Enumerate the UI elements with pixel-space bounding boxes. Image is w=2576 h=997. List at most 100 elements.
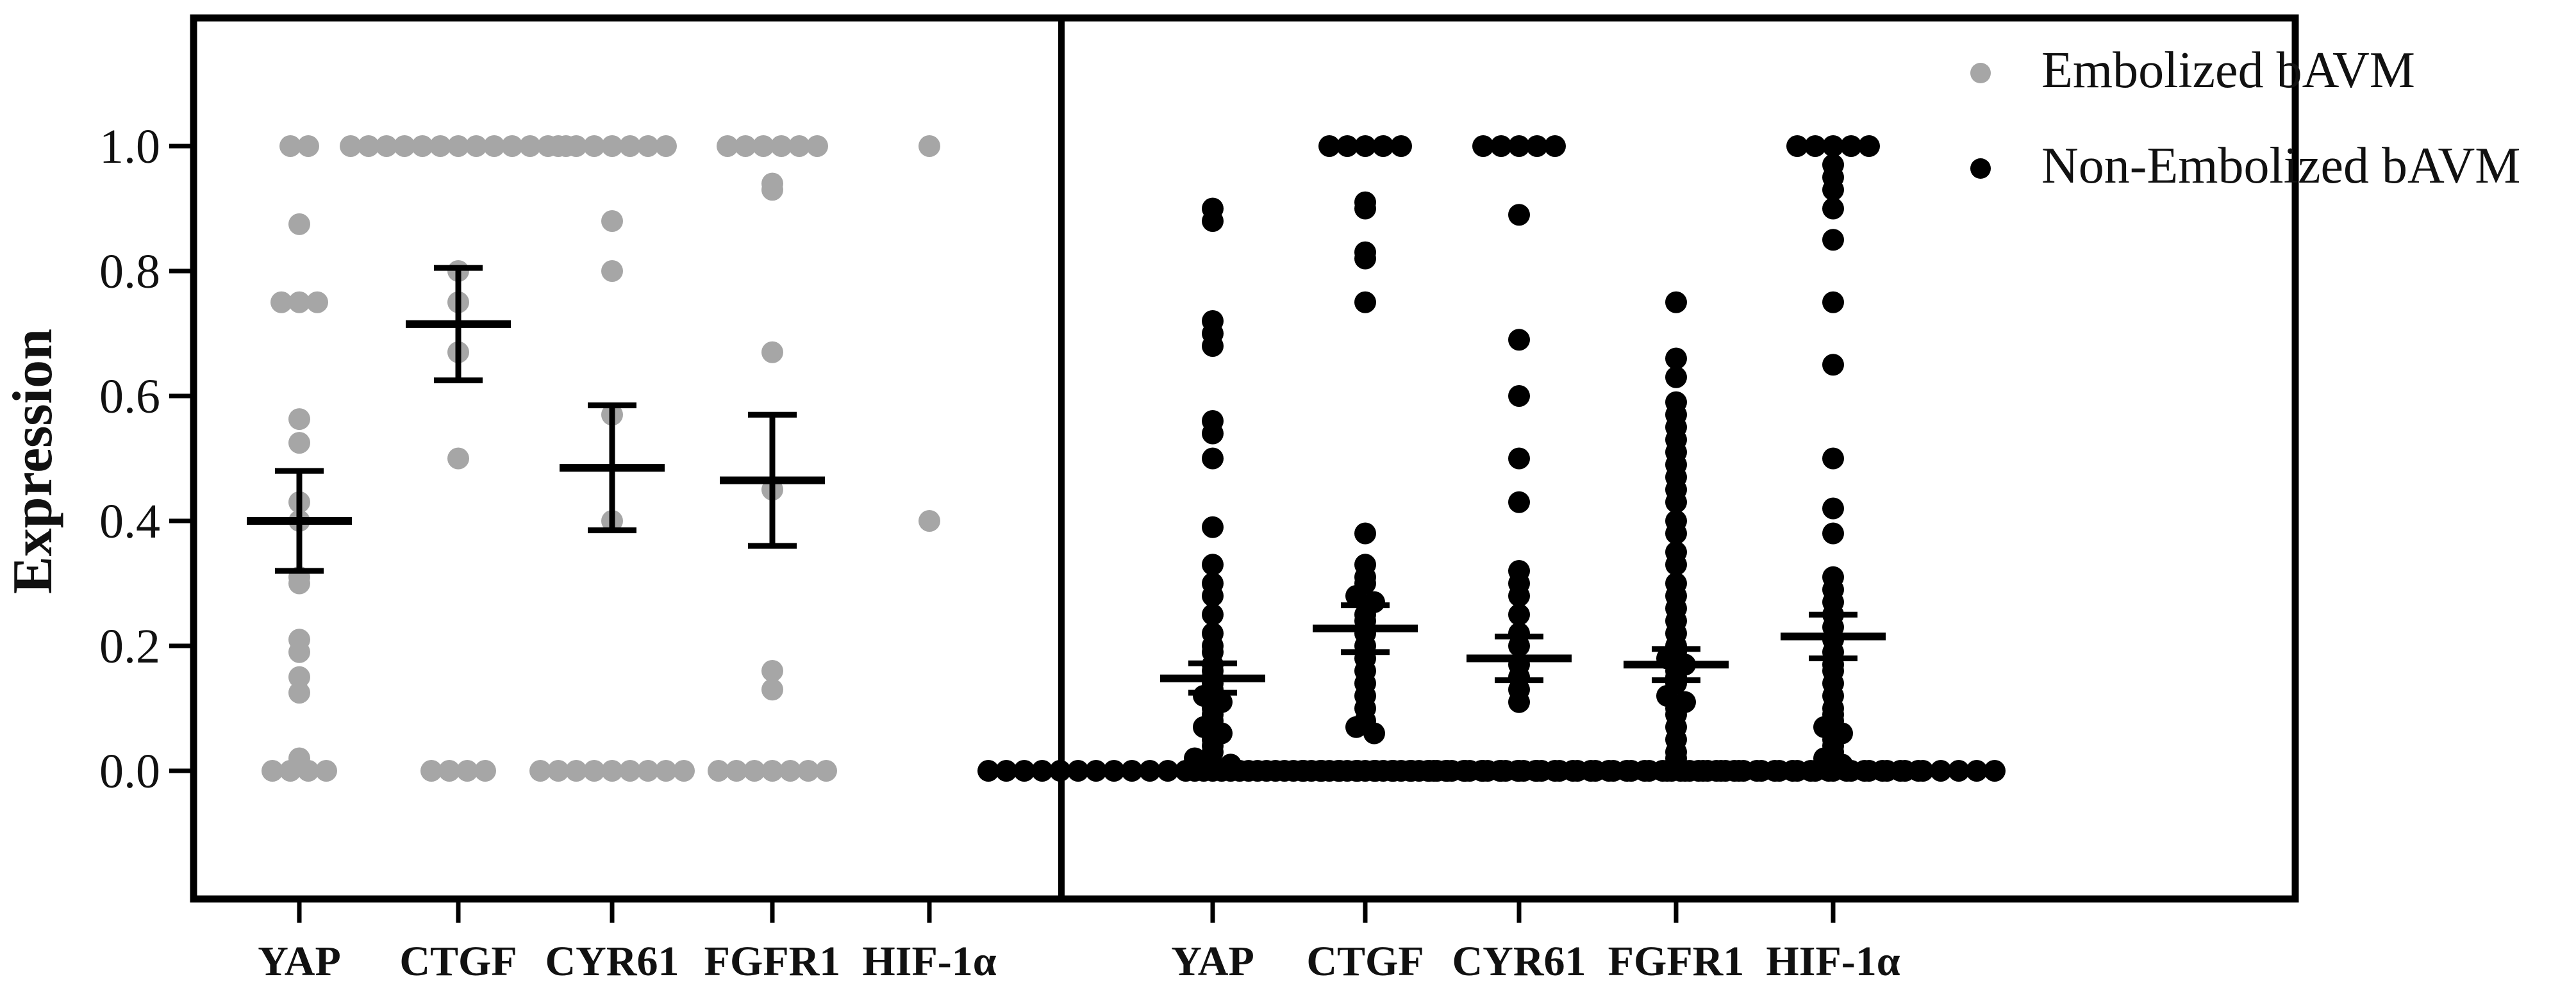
data-point-embolized xyxy=(717,135,738,157)
data-point-embolized xyxy=(358,135,379,157)
data-point-embolized xyxy=(297,135,319,157)
x-tick-label: HIF-1α xyxy=(862,938,996,985)
data-point-non-embolized xyxy=(1566,760,1588,782)
data-point-embolized xyxy=(447,447,469,470)
x-tick-label: FGFR1 xyxy=(704,938,841,985)
data-point-embolized xyxy=(744,760,765,782)
data-point-non-embolized xyxy=(1768,760,1790,782)
data-point-non-embolized xyxy=(1354,135,1376,157)
data-point-non-embolized xyxy=(1441,760,1463,782)
data-point-embolized xyxy=(761,341,783,363)
data-point-embolized xyxy=(565,135,587,157)
x-tick-label: CYR61 xyxy=(1452,938,1586,985)
data-point-embolized xyxy=(918,510,940,532)
data-point-embolized xyxy=(501,135,523,157)
data-point-non-embolized xyxy=(1202,554,1224,576)
data-point-embolized xyxy=(288,641,310,663)
data-point-embolized xyxy=(752,135,774,157)
data-point-non-embolized xyxy=(977,760,999,782)
data-point-non-embolized xyxy=(1549,760,1570,782)
data-point-non-embolized xyxy=(1912,760,1934,782)
data-point-non-embolized xyxy=(1513,760,1534,782)
data-point-non-embolized xyxy=(1318,135,1340,157)
x-tick-label: YAP xyxy=(1171,938,1254,985)
x-tick-label: YAP xyxy=(258,938,341,985)
data-point-non-embolized xyxy=(1858,760,1880,782)
data-point-non-embolized xyxy=(1423,760,1445,782)
data-point-non-embolized xyxy=(1345,716,1367,738)
data-point-non-embolized xyxy=(1665,366,1687,388)
data-point-embolized xyxy=(735,135,756,157)
data-point-embolized xyxy=(583,135,605,157)
data-point-non-embolized xyxy=(1508,135,1530,157)
data-point-non-embolized xyxy=(1345,585,1367,607)
data-point-embolized xyxy=(619,135,641,157)
plot-frame xyxy=(190,14,2299,903)
data-point-non-embolized xyxy=(1733,760,1754,782)
data-point-embolized xyxy=(279,135,301,157)
data-point-non-embolized xyxy=(1508,385,1530,407)
data-point-non-embolized xyxy=(1966,760,1988,782)
data-point-non-embolized xyxy=(1508,204,1530,226)
data-point-non-embolized xyxy=(1311,760,1333,782)
data-point-non-embolized xyxy=(1822,229,1844,251)
data-point-non-embolized xyxy=(1876,760,1898,782)
data-point-non-embolized xyxy=(1220,760,1242,782)
data-point-non-embolized xyxy=(1085,760,1107,782)
data-point-non-embolized xyxy=(1459,760,1481,782)
data-point-embolized xyxy=(797,760,819,782)
data-point-non-embolized xyxy=(1984,760,2006,782)
x-tick-label: CTGF xyxy=(399,938,517,985)
data-point-non-embolized xyxy=(1822,135,1844,157)
data-point-embolized xyxy=(770,135,792,157)
data-point-non-embolized xyxy=(1804,760,1826,782)
data-point-non-embolized xyxy=(1620,760,1642,782)
data-point-embolized xyxy=(288,572,310,595)
data-point-embolized xyxy=(262,760,283,782)
data-point-embolized xyxy=(279,760,301,782)
legend-marker-non-embolized xyxy=(1970,158,1991,179)
legend-label-non-embolized: Non-Embolized bAVM xyxy=(2041,138,2520,194)
data-point-non-embolized xyxy=(1508,329,1530,351)
data-point-non-embolized xyxy=(1202,447,1224,470)
data-point-embolized xyxy=(288,213,310,235)
data-point-embolized xyxy=(297,760,319,782)
y-tick-label: 0.8 xyxy=(99,245,160,299)
data-point-non-embolized xyxy=(1274,760,1295,782)
data-point-non-embolized xyxy=(1365,760,1386,782)
data-point-non-embolized xyxy=(1750,760,1772,782)
data-point-non-embolized xyxy=(1786,760,1808,782)
data-point-non-embolized xyxy=(1508,491,1530,513)
data-point-non-embolized xyxy=(1202,604,1224,626)
data-point-non-embolized xyxy=(1013,760,1035,782)
data-point-embolized xyxy=(288,408,310,431)
data-point-non-embolized xyxy=(1049,760,1071,782)
data-point-non-embolized xyxy=(1665,522,1687,545)
data-point-embolized xyxy=(447,135,469,157)
data-point-non-embolized xyxy=(1490,135,1512,157)
data-point-embolized xyxy=(519,135,541,157)
data-point-non-embolized xyxy=(1822,354,1844,376)
data-point-embolized xyxy=(761,760,783,782)
data-point-non-embolized xyxy=(1354,197,1376,220)
data-point-embolized xyxy=(315,760,337,782)
data-point-non-embolized xyxy=(1602,760,1624,782)
data-point-embolized xyxy=(394,135,415,157)
data-point-non-embolized xyxy=(1067,760,1089,782)
data-point-non-embolized xyxy=(1354,291,1376,313)
data-point-non-embolized xyxy=(1531,760,1552,782)
data-point-non-embolized xyxy=(1822,197,1844,220)
data-point-embolized xyxy=(708,760,729,782)
data-point-embolized xyxy=(465,135,487,157)
data-point-non-embolized xyxy=(1472,135,1494,157)
data-point-embolized xyxy=(583,760,605,782)
data-point-non-embolized xyxy=(1202,210,1224,232)
data-point-embolized xyxy=(601,760,623,782)
data-point-embolized xyxy=(655,760,677,782)
data-point-non-embolized xyxy=(1679,760,1700,782)
data-point-embolized xyxy=(726,760,747,782)
data-point-non-embolized xyxy=(1948,760,1970,782)
x-tick-label: CTGF xyxy=(1306,938,1424,985)
data-point-non-embolized xyxy=(1256,760,1277,782)
